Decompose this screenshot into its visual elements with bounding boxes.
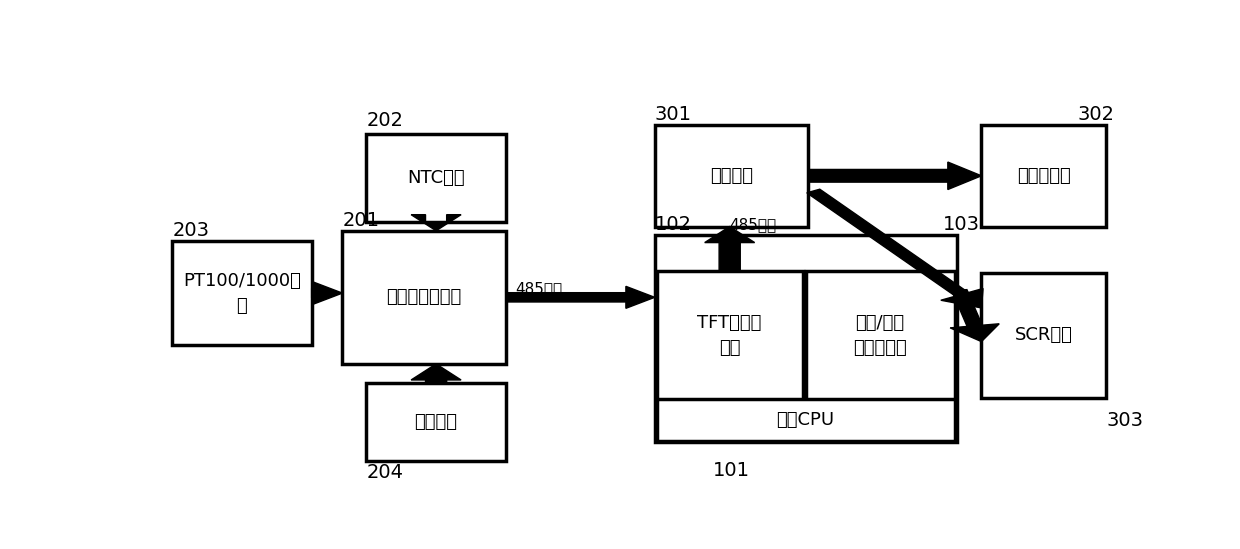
Text: 核心CPU: 核心CPU (776, 411, 835, 429)
Text: NTC探温: NTC探温 (407, 169, 465, 187)
Bar (806, 271, 955, 400)
Bar (657, 399, 955, 441)
Bar (655, 125, 808, 227)
Text: 203: 203 (172, 221, 210, 240)
Text: 102: 102 (655, 215, 692, 234)
Polygon shape (412, 364, 461, 383)
Bar (982, 125, 1106, 227)
Bar (367, 133, 506, 222)
Text: 485总线: 485总线 (516, 281, 563, 296)
Bar (342, 231, 506, 364)
Bar (655, 235, 957, 442)
Text: TFT液晶屏
驱动: TFT液晶屏 驱动 (697, 314, 761, 357)
Text: 303: 303 (1106, 411, 1143, 430)
Text: 执行单元: 执行单元 (711, 167, 753, 185)
Text: 继电器驱动: 继电器驱动 (1017, 167, 1071, 185)
Text: 201: 201 (342, 211, 379, 229)
Text: 485总线: 485总线 (729, 217, 776, 232)
Polygon shape (506, 287, 655, 309)
Polygon shape (704, 227, 755, 271)
Text: 301: 301 (655, 105, 692, 124)
Text: 202: 202 (367, 111, 403, 130)
Text: 传感器控制模块: 传感器控制模块 (387, 288, 461, 306)
Text: 101: 101 (712, 461, 749, 480)
Polygon shape (808, 162, 982, 189)
Bar (172, 242, 311, 345)
Text: 电阻/电容
触摸屏驱动: 电阻/电容 触摸屏驱动 (853, 314, 906, 357)
Bar (982, 273, 1106, 397)
Polygon shape (807, 189, 983, 308)
Bar (657, 271, 802, 400)
Bar (367, 383, 506, 461)
Text: 204: 204 (367, 463, 403, 482)
Text: 红外探温: 红外探温 (414, 413, 458, 431)
Polygon shape (311, 282, 342, 304)
Text: PT100/1000探
温: PT100/1000探 温 (184, 272, 301, 315)
Text: SCR驱动: SCR驱动 (1016, 326, 1073, 344)
Polygon shape (950, 290, 999, 341)
Text: 302: 302 (1078, 105, 1115, 124)
Polygon shape (412, 215, 461, 231)
Text: 103: 103 (942, 215, 980, 234)
